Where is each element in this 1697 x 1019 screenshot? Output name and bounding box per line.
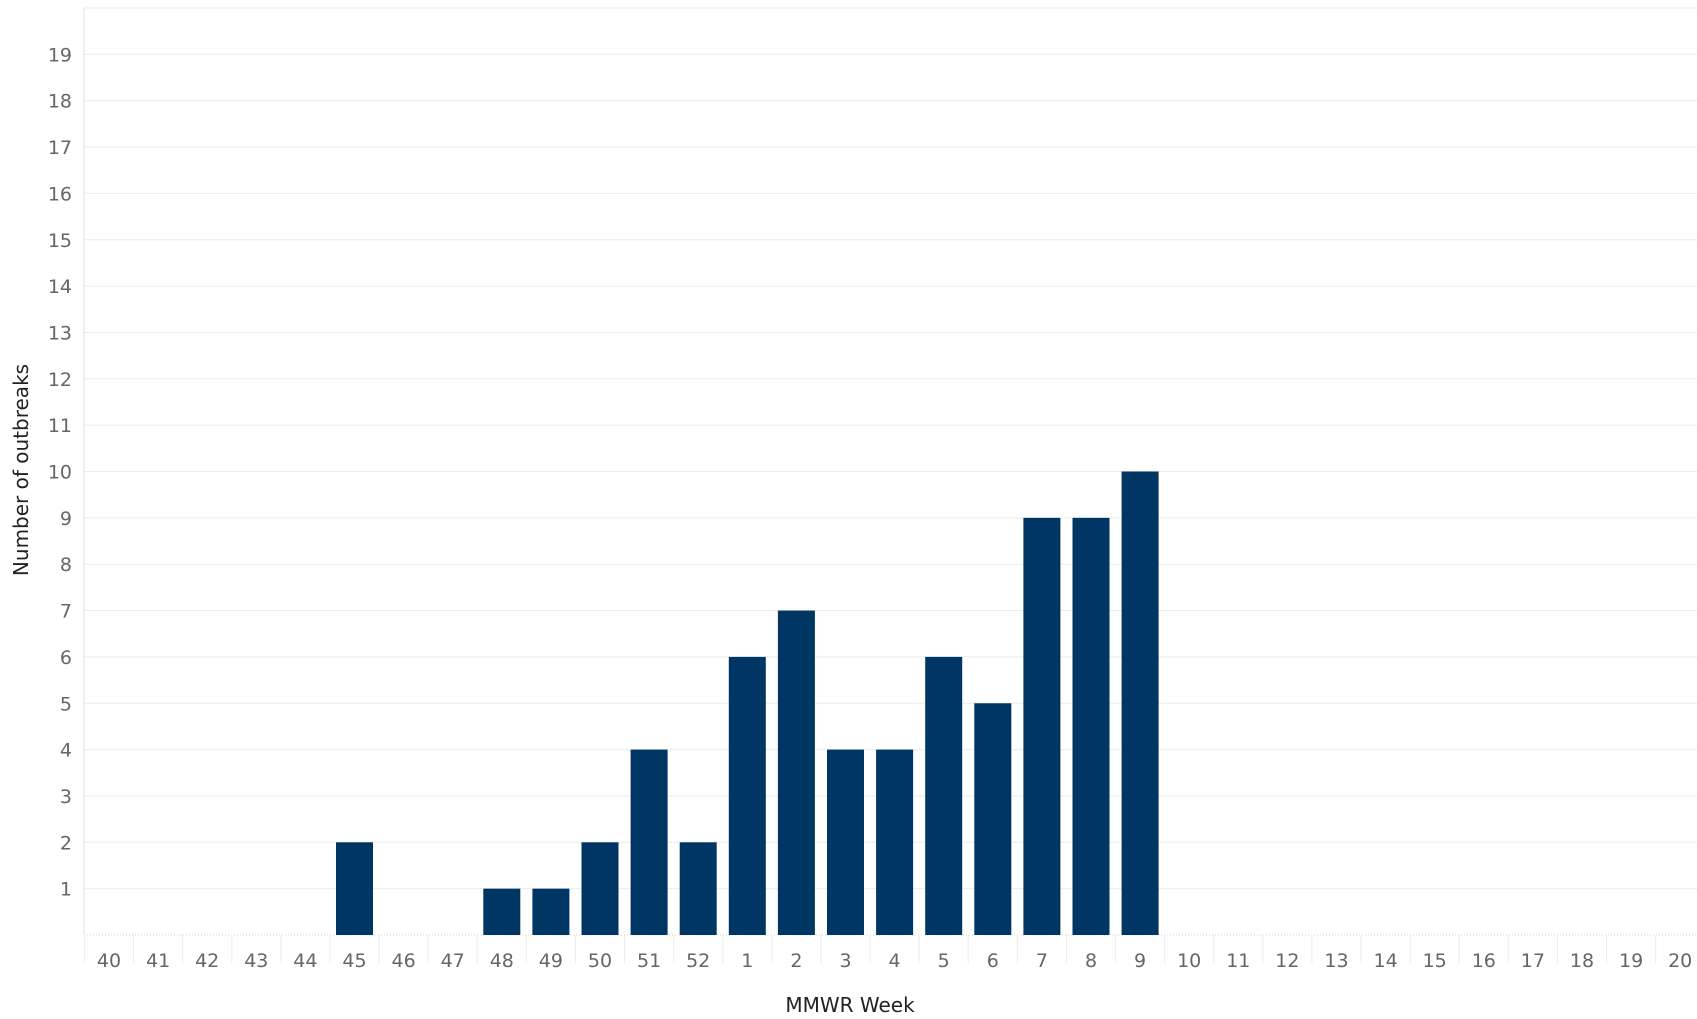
y-tick-label: 14 <box>48 276 72 298</box>
x-tick-label: 10 <box>1177 950 1201 972</box>
y-axis-title: Number of outbreaks <box>9 364 33 576</box>
y-tick-label: 19 <box>48 44 72 66</box>
x-tick-label: 6 <box>987 950 999 972</box>
bar-week-2[interactable] <box>777 610 815 935</box>
y-tick-label: 15 <box>48 230 72 252</box>
y-tick-label: 11 <box>48 415 72 437</box>
x-tick-label: 7 <box>1036 950 1048 972</box>
y-tick-label: 13 <box>48 322 72 344</box>
bar-week-8[interactable] <box>1072 517 1110 935</box>
gridlines <box>83 7 1697 936</box>
x-tick-label: 43 <box>244 950 268 972</box>
bars <box>336 471 1159 936</box>
x-tick-label: 2 <box>790 950 802 972</box>
y-tick-label: 1 <box>60 879 72 901</box>
x-tick-label: 13 <box>1324 950 1348 972</box>
bar-week-50[interactable] <box>581 842 619 935</box>
x-tick-label: 17 <box>1521 950 1545 972</box>
x-tick-label: 5 <box>938 950 950 972</box>
x-tick-label: 50 <box>588 950 612 972</box>
x-tick-label: 1 <box>741 950 753 972</box>
y-tick-label: 5 <box>60 693 72 715</box>
x-tick-label: 3 <box>839 950 851 972</box>
bar-week-51[interactable] <box>630 749 668 935</box>
x-tick-label: 46 <box>392 950 416 972</box>
bar-week-52[interactable] <box>679 842 717 935</box>
x-tick-label: 40 <box>97 950 121 972</box>
bar-week-49[interactable] <box>532 888 570 935</box>
bar-week-1[interactable] <box>728 656 766 935</box>
y-tick-label: 2 <box>60 832 72 854</box>
bar-week-48[interactable] <box>483 888 521 935</box>
bar-week-6[interactable] <box>974 703 1012 935</box>
x-tick-label: 14 <box>1374 950 1398 972</box>
x-tick-label: 11 <box>1226 950 1250 972</box>
x-tick-label: 20 <box>1668 950 1692 972</box>
y-tick-label: 18 <box>48 91 72 113</box>
bar-week-5[interactable] <box>925 656 963 935</box>
bar-week-3[interactable] <box>827 749 864 935</box>
x-axis-title: MMWR Week <box>785 993 915 1015</box>
x-axis-ticks: 40 41 42 43 44 45 46 47 48 49 50 51 52 1 2 3 4 5 6 7 8 9 10 11 1… <box>83 935 1692 972</box>
x-tick-label: 12 <box>1275 950 1299 972</box>
x-tick-label: 51 <box>637 950 661 972</box>
x-tick-label: 52 <box>686 950 710 972</box>
y-tick-label: 9 <box>60 508 72 530</box>
y-tick-label: 12 <box>48 369 72 391</box>
bar-week-9[interactable] <box>1121 471 1159 936</box>
y-tick-label: 17 <box>48 137 72 159</box>
x-tick-label: 16 <box>1472 950 1496 972</box>
bar-week-7[interactable] <box>1023 517 1061 935</box>
y-tick-label: 4 <box>60 740 72 762</box>
y-tick-label: 16 <box>48 183 72 205</box>
bar-week-45[interactable] <box>336 842 373 935</box>
y-tick-label: 3 <box>60 786 72 808</box>
x-tick-label: 45 <box>342 950 366 972</box>
x-tick-label: 15 <box>1423 950 1447 972</box>
x-tick-label: 48 <box>490 950 514 972</box>
x-tick-label: 9 <box>1134 950 1146 972</box>
x-tick-label: 19 <box>1619 950 1643 972</box>
y-tick-label: 7 <box>60 601 72 623</box>
x-tick-label: 18 <box>1570 950 1594 972</box>
y-tick-label: 6 <box>60 647 72 669</box>
x-tick-label: 49 <box>539 950 563 972</box>
bar-week-4[interactable] <box>876 749 914 935</box>
x-tick-label: 4 <box>889 950 901 972</box>
x-tick-label: 42 <box>195 950 219 972</box>
x-tick-label: 44 <box>293 950 317 972</box>
x-tick-label: 47 <box>441 950 465 972</box>
x-tick-label: 41 <box>146 950 170 972</box>
y-tick-label: 8 <box>60 554 72 576</box>
x-tick-label: 8 <box>1085 950 1097 972</box>
y-tick-label: 10 <box>48 462 72 484</box>
